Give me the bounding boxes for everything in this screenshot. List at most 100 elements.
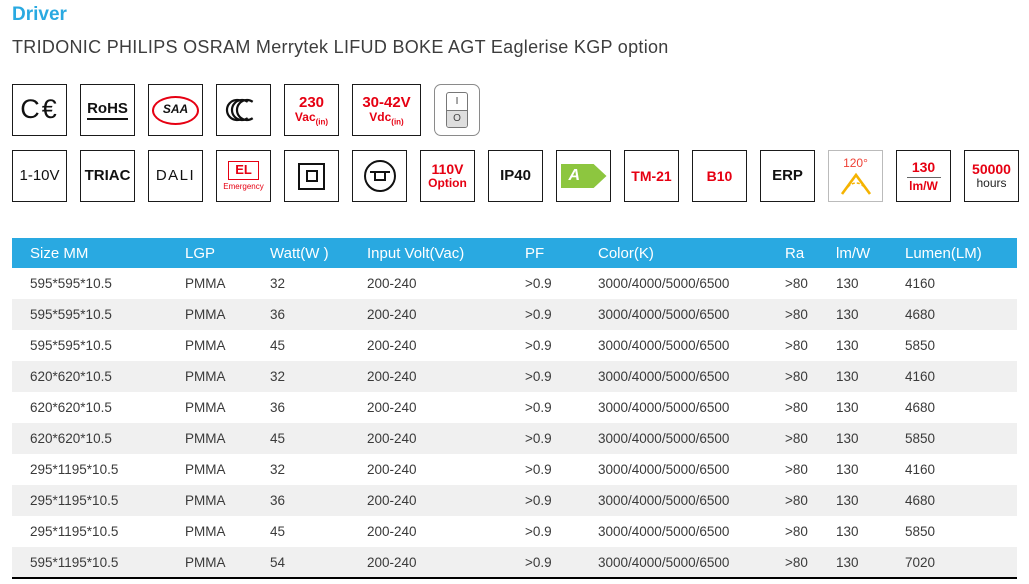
triac-label: TRIAC bbox=[84, 167, 131, 185]
table-cell: 4160 bbox=[887, 361, 1017, 392]
table-cell: >80 bbox=[767, 361, 818, 392]
table-cell: 130 bbox=[818, 423, 887, 454]
table-cell: >80 bbox=[785, 400, 808, 415]
rohs-badge: RoHS bbox=[80, 84, 135, 136]
column-header: LGP bbox=[167, 238, 252, 268]
column-header: Watt(W ) bbox=[252, 238, 349, 268]
dali-label: DALI bbox=[155, 167, 196, 185]
table-cell: 45 bbox=[270, 524, 286, 539]
driver-brands-subtitle: TRIDONIC PHILIPS OSRAM Merrytek LIFUD BO… bbox=[12, 37, 669, 57]
table-cell: 130 bbox=[836, 462, 859, 477]
ip-rating-label: IP40 bbox=[500, 167, 531, 185]
table-cell: 36 bbox=[252, 299, 349, 330]
table-row: 295*1195*10.5 PMMA 36 200-240 >0.9 3000/4000/… bbox=[12, 485, 1017, 516]
table-cell: 5850 bbox=[905, 524, 936, 539]
table-cell: 200-240 bbox=[367, 400, 417, 415]
lifetime-unit: hours bbox=[976, 176, 1007, 191]
table-cell: PMMA bbox=[167, 485, 252, 516]
column-header: Size MM bbox=[12, 238, 167, 268]
table-cell: 595*1195*10.5 bbox=[12, 547, 167, 579]
beam-angle-value: 120° bbox=[843, 155, 868, 170]
vdc-value: 30-42V bbox=[362, 93, 411, 111]
switch-on-label: I bbox=[447, 93, 467, 111]
table-cell: >0.9 bbox=[507, 485, 580, 516]
table-row: 595*595*10.5 PMMA 45 200-240 >0.9 3000/4000/5… bbox=[12, 330, 1017, 361]
vac-unit: Vac(in) bbox=[295, 110, 329, 127]
efficacy-unit: lm/W bbox=[909, 178, 938, 193]
class-ii-badge bbox=[284, 150, 339, 202]
table-cell: 5850 bbox=[887, 423, 1017, 454]
column-header: PF bbox=[507, 238, 580, 268]
efficacy-value: 130 bbox=[911, 158, 936, 175]
table-cell: >80 bbox=[767, 299, 818, 330]
class-ii-icon bbox=[298, 162, 325, 190]
table-cell: PMMA bbox=[185, 524, 226, 539]
switch-off-label: O bbox=[447, 110, 467, 127]
option-110v-value: 110V bbox=[431, 161, 464, 178]
dali-badge: DALI bbox=[148, 150, 203, 202]
column-header: Lumen(LM) bbox=[887, 238, 1017, 268]
table-cell: 3000/4000/5000/6500 bbox=[598, 338, 730, 353]
table-cell: 4160 bbox=[905, 276, 936, 291]
table-cell: 3000/4000/5000/6500 bbox=[580, 485, 767, 516]
rohs-label: RoHS bbox=[87, 100, 128, 121]
table-cell: >80 bbox=[767, 547, 818, 579]
emergency-sub-label: Emergency bbox=[223, 181, 264, 191]
tm21-badge: TM-21 bbox=[624, 150, 679, 202]
erp-label: ERP bbox=[772, 167, 803, 185]
table-row: 620*620*10.5 PMMA 36 200-240 >0.9 3000/4000/5… bbox=[12, 392, 1017, 423]
table-cell: 36 bbox=[252, 485, 349, 516]
table-cell: PMMA bbox=[185, 400, 226, 415]
table-row: 295*1195*10.5 PMMA 45 200-240 >0.9 3000/4000/… bbox=[12, 516, 1017, 547]
table-row: 620*620*10.5 PMMA 32 200-240 >0.9 3000/4000/5… bbox=[12, 361, 1017, 392]
ccc-badge bbox=[216, 84, 271, 136]
ce-mark-badge: C€ bbox=[12, 84, 67, 136]
table-cell: 3000/4000/5000/6500 bbox=[580, 547, 767, 579]
table-cell: 45 bbox=[270, 338, 286, 353]
saa-badge: SAA bbox=[148, 84, 203, 136]
table-cell: 130 bbox=[836, 338, 859, 353]
table-cell: 200-240 bbox=[349, 485, 507, 516]
saa-label: SAA bbox=[162, 102, 189, 117]
erp-badge: ERP bbox=[760, 150, 815, 202]
vac-unit-sub: (in) bbox=[315, 117, 329, 127]
table-cell: 620*620*10.5 bbox=[12, 423, 167, 454]
table-cell: PMMA bbox=[167, 547, 252, 579]
table-cell: >0.9 bbox=[507, 547, 580, 579]
table-row: 295*1195*10.5 PMMA 32 200-240 >0.9 3000/4000/… bbox=[12, 454, 1017, 485]
table-cell: 3000/4000/5000/6500 bbox=[598, 524, 730, 539]
vdc-unit-text: Vdc bbox=[369, 109, 392, 124]
table-row: 595*595*10.5 PMMA 32 200-240 >0.9 3000/4000/5… bbox=[12, 268, 1017, 299]
table-row: 595*595*10.5 PMMA 36 200-240 >0.9 3000/4000/5… bbox=[12, 299, 1017, 330]
table-cell: >0.9 bbox=[507, 299, 580, 330]
column-header: Color(K) bbox=[580, 238, 767, 268]
ce-mark-icon: C€ bbox=[20, 94, 59, 125]
table-cell: >0.9 bbox=[507, 361, 580, 392]
table-cell: 200-240 bbox=[349, 423, 507, 454]
dim-1-10v-badge: 1-10V bbox=[12, 150, 67, 202]
table-cell: >0.9 bbox=[525, 276, 552, 291]
vac-value: 230 bbox=[298, 93, 325, 111]
table-cell: PMMA bbox=[167, 361, 252, 392]
table-cell: PMMA bbox=[185, 276, 226, 291]
b10-badge: B10 bbox=[692, 150, 747, 202]
ip-rating-badge: IP40 bbox=[488, 150, 543, 202]
table-cell: 295*1195*10.5 bbox=[30, 462, 119, 477]
table-cell: 200-240 bbox=[349, 547, 507, 579]
table-cell: 36 bbox=[270, 400, 286, 415]
spec-table-header-row: Size MM LGP Watt(W ) Input Volt(Vac) PF Color… bbox=[12, 238, 1017, 268]
table-cell: 3000/4000/5000/6500 bbox=[598, 276, 730, 291]
column-header: lm/W bbox=[818, 238, 887, 268]
beam-angle-icon bbox=[840, 173, 871, 196]
table-cell: 595*595*10.5 bbox=[12, 299, 167, 330]
table-cell: 32 bbox=[270, 462, 286, 477]
table-cell: PMMA bbox=[185, 462, 226, 477]
input-voltage-ac-badge: 230 Vac(in) bbox=[284, 84, 339, 136]
table-cell: 130 bbox=[818, 485, 887, 516]
table-cell: >0.9 bbox=[525, 338, 552, 353]
class-ii-inner-square bbox=[305, 170, 318, 182]
table-cell: >80 bbox=[785, 524, 808, 539]
beam-angle-badge: 120° bbox=[828, 150, 883, 202]
table-cell: >0.9 bbox=[507, 423, 580, 454]
